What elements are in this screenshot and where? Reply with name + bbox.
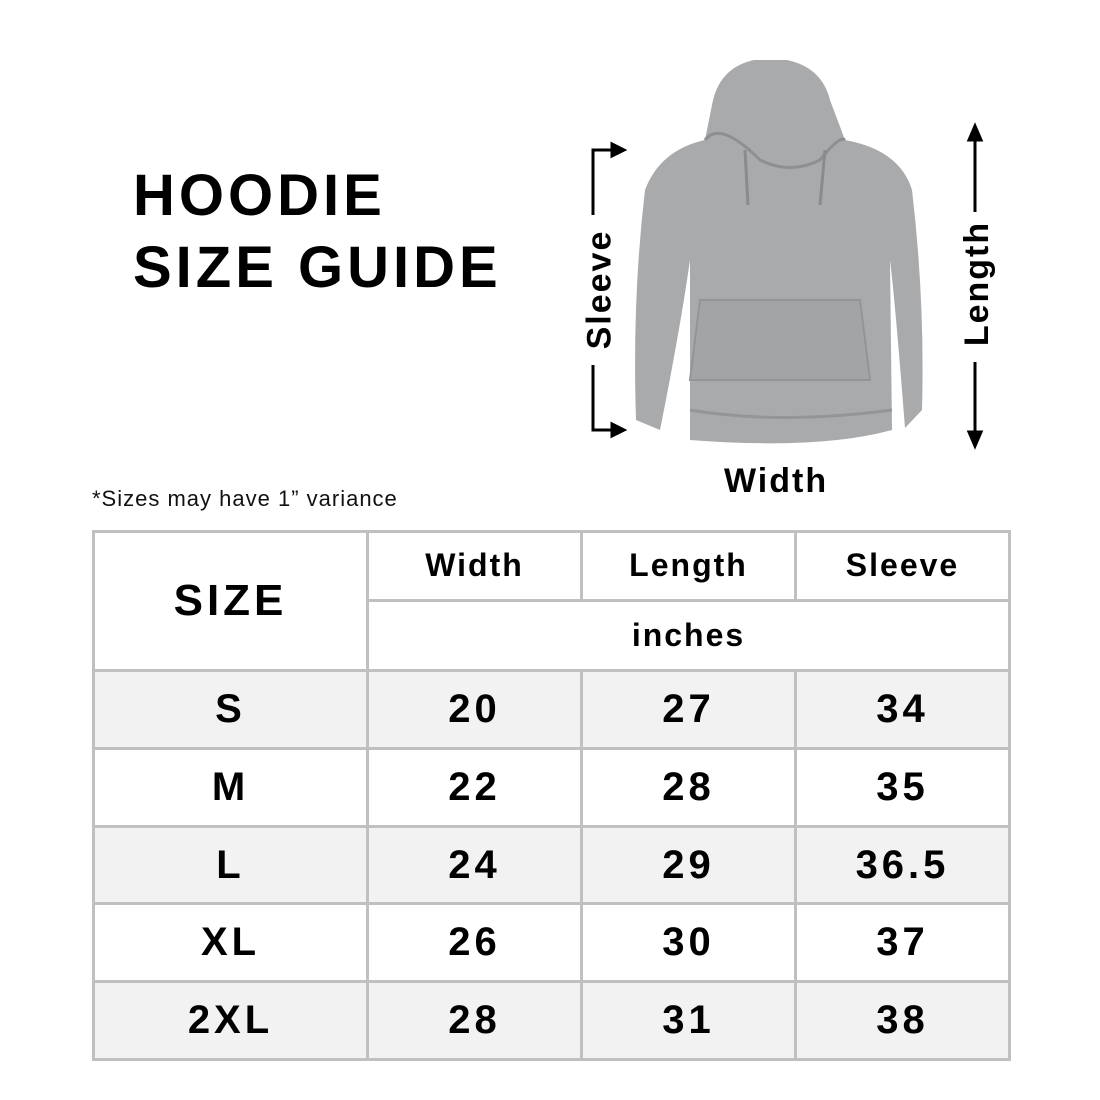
size-cell: XL: [92, 902, 369, 984]
unit-header: inches: [366, 598, 1011, 673]
length-cell: 27: [580, 669, 797, 750]
table-row: 2XL 28 31 38: [92, 980, 1011, 1061]
column-header-sleeve: Sleeve: [794, 530, 1011, 602]
title-line-2: SIZE GUIDE: [133, 235, 502, 300]
size-cell: S: [92, 669, 369, 750]
sleeve-cell: 37: [794, 902, 1011, 984]
length-cell: 30: [580, 902, 797, 984]
hoodie-diagram: [591, 60, 984, 450]
column-header-width: Width: [366, 530, 583, 602]
width-cell: 28: [366, 980, 583, 1061]
sleeve-cell: 34: [794, 669, 1011, 750]
title-line-1: HOODIE: [133, 163, 386, 228]
width-cell: 20: [366, 669, 583, 750]
size-cell: M: [92, 746, 369, 828]
size-header: SIZE: [92, 529, 369, 673]
sleeve-cell: 38: [794, 980, 1011, 1061]
table-row: M 22 28 35: [92, 746, 1011, 828]
length-label: Length: [958, 220, 997, 347]
length-cell: 28: [580, 746, 797, 828]
sleeve-arrow: [591, 141, 628, 439]
size-cell: 2XL: [92, 980, 369, 1061]
width-cell: 24: [366, 824, 583, 906]
hoodie-image: [635, 60, 923, 444]
sleeve-cell: 35: [794, 746, 1011, 828]
length-arrow: [966, 122, 984, 450]
width-label: Width: [724, 462, 829, 500]
length-cell: 31: [580, 980, 797, 1061]
length-cell: 29: [580, 824, 797, 906]
size-table: SIZE Width Length Sleeve inches S 20 27 …: [92, 529, 1011, 1061]
width-cell: 26: [366, 902, 583, 984]
size-cell: L: [92, 824, 369, 906]
sleeve-label: Sleeve: [580, 229, 619, 350]
page-title: HOODIE SIZE GUIDE: [133, 160, 502, 304]
table-row: S 20 27 34: [92, 669, 1011, 750]
variance-note: *Sizes may have 1” variance: [92, 486, 398, 511]
sleeve-cell: 36.5: [794, 824, 1011, 906]
width-cell: 22: [366, 746, 583, 828]
table-row: L 24 29 36.5: [92, 824, 1011, 906]
table-row: XL 26 30 37: [92, 902, 1011, 984]
column-header-length: Length: [580, 530, 797, 602]
